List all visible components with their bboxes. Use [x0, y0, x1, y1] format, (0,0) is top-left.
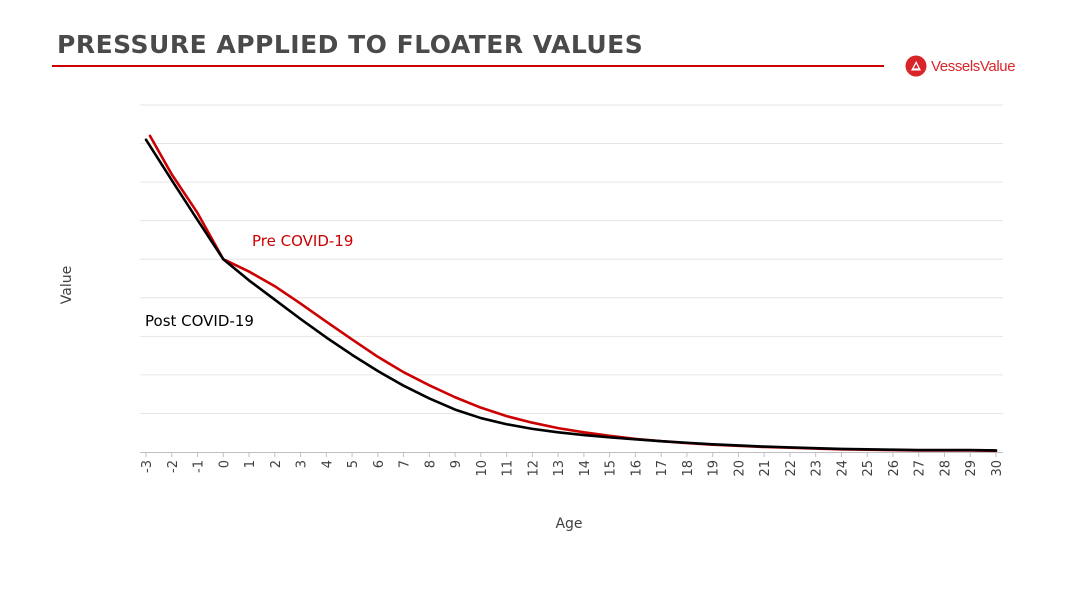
x-tick-label: 0	[217, 460, 232, 468]
x-tick-label: 15	[604, 460, 619, 477]
x-tick-label: 21	[758, 460, 773, 477]
x-tick-label: 14	[578, 460, 593, 477]
x-tick-label: 2	[269, 460, 284, 468]
x-tick-label: 22	[784, 460, 799, 477]
x-tick-label: 8	[423, 460, 438, 468]
series-line-pre-covid	[148, 134, 998, 453]
x-tick-label: -1	[192, 460, 207, 473]
x-tick-label: 26	[887, 460, 902, 477]
series-annotation-post-covid: Post COVID-19	[145, 312, 254, 330]
x-tick-label: 3	[295, 460, 310, 468]
title-underline	[52, 65, 884, 67]
x-tick-label: 24	[835, 460, 850, 477]
x-tick-label: 11	[501, 460, 516, 477]
x-tick-label: 29	[964, 460, 979, 477]
x-tick-label: 13	[552, 460, 567, 477]
page-title: PRESSURE APPLIED TO FLOATER VALUES	[57, 30, 644, 59]
x-tick-label: 16	[629, 460, 644, 477]
x-tick-label: -3	[140, 460, 155, 473]
x-tick-label: -2	[166, 460, 181, 473]
x-tick-label: 28	[938, 460, 953, 477]
x-tick-label: 30	[990, 460, 1005, 477]
x-tick-label: 10	[475, 460, 490, 477]
series-line-post-covid	[144, 138, 998, 452]
brand-logo: VesselsValue	[905, 55, 1016, 77]
x-tick-label: 12	[526, 460, 541, 477]
x-axis-title: Age	[555, 516, 582, 532]
x-tick-label: 27	[913, 460, 928, 477]
x-tick-label: 18	[681, 460, 696, 477]
x-tick-label: 25	[861, 460, 876, 477]
x-tick-label: 7	[398, 460, 413, 468]
vesselsvalue-logo-icon	[905, 55, 927, 77]
series-annotation-pre-covid: Pre COVID-19	[252, 232, 353, 250]
x-tick-label: 17	[655, 460, 670, 477]
x-tick-label: 20	[732, 460, 747, 477]
brand-name: VesselsValue	[931, 57, 1016, 75]
y-axis-title: Value	[59, 266, 75, 304]
x-tick-label: 23	[810, 460, 825, 477]
x-tick-label: 19	[707, 460, 722, 477]
x-tick-label: 9	[449, 460, 464, 468]
x-tick-label: 5	[346, 460, 361, 468]
x-tick-label: 1	[243, 460, 258, 468]
x-tick-label: 4	[320, 460, 335, 468]
x-tick-label: 6	[372, 460, 387, 468]
